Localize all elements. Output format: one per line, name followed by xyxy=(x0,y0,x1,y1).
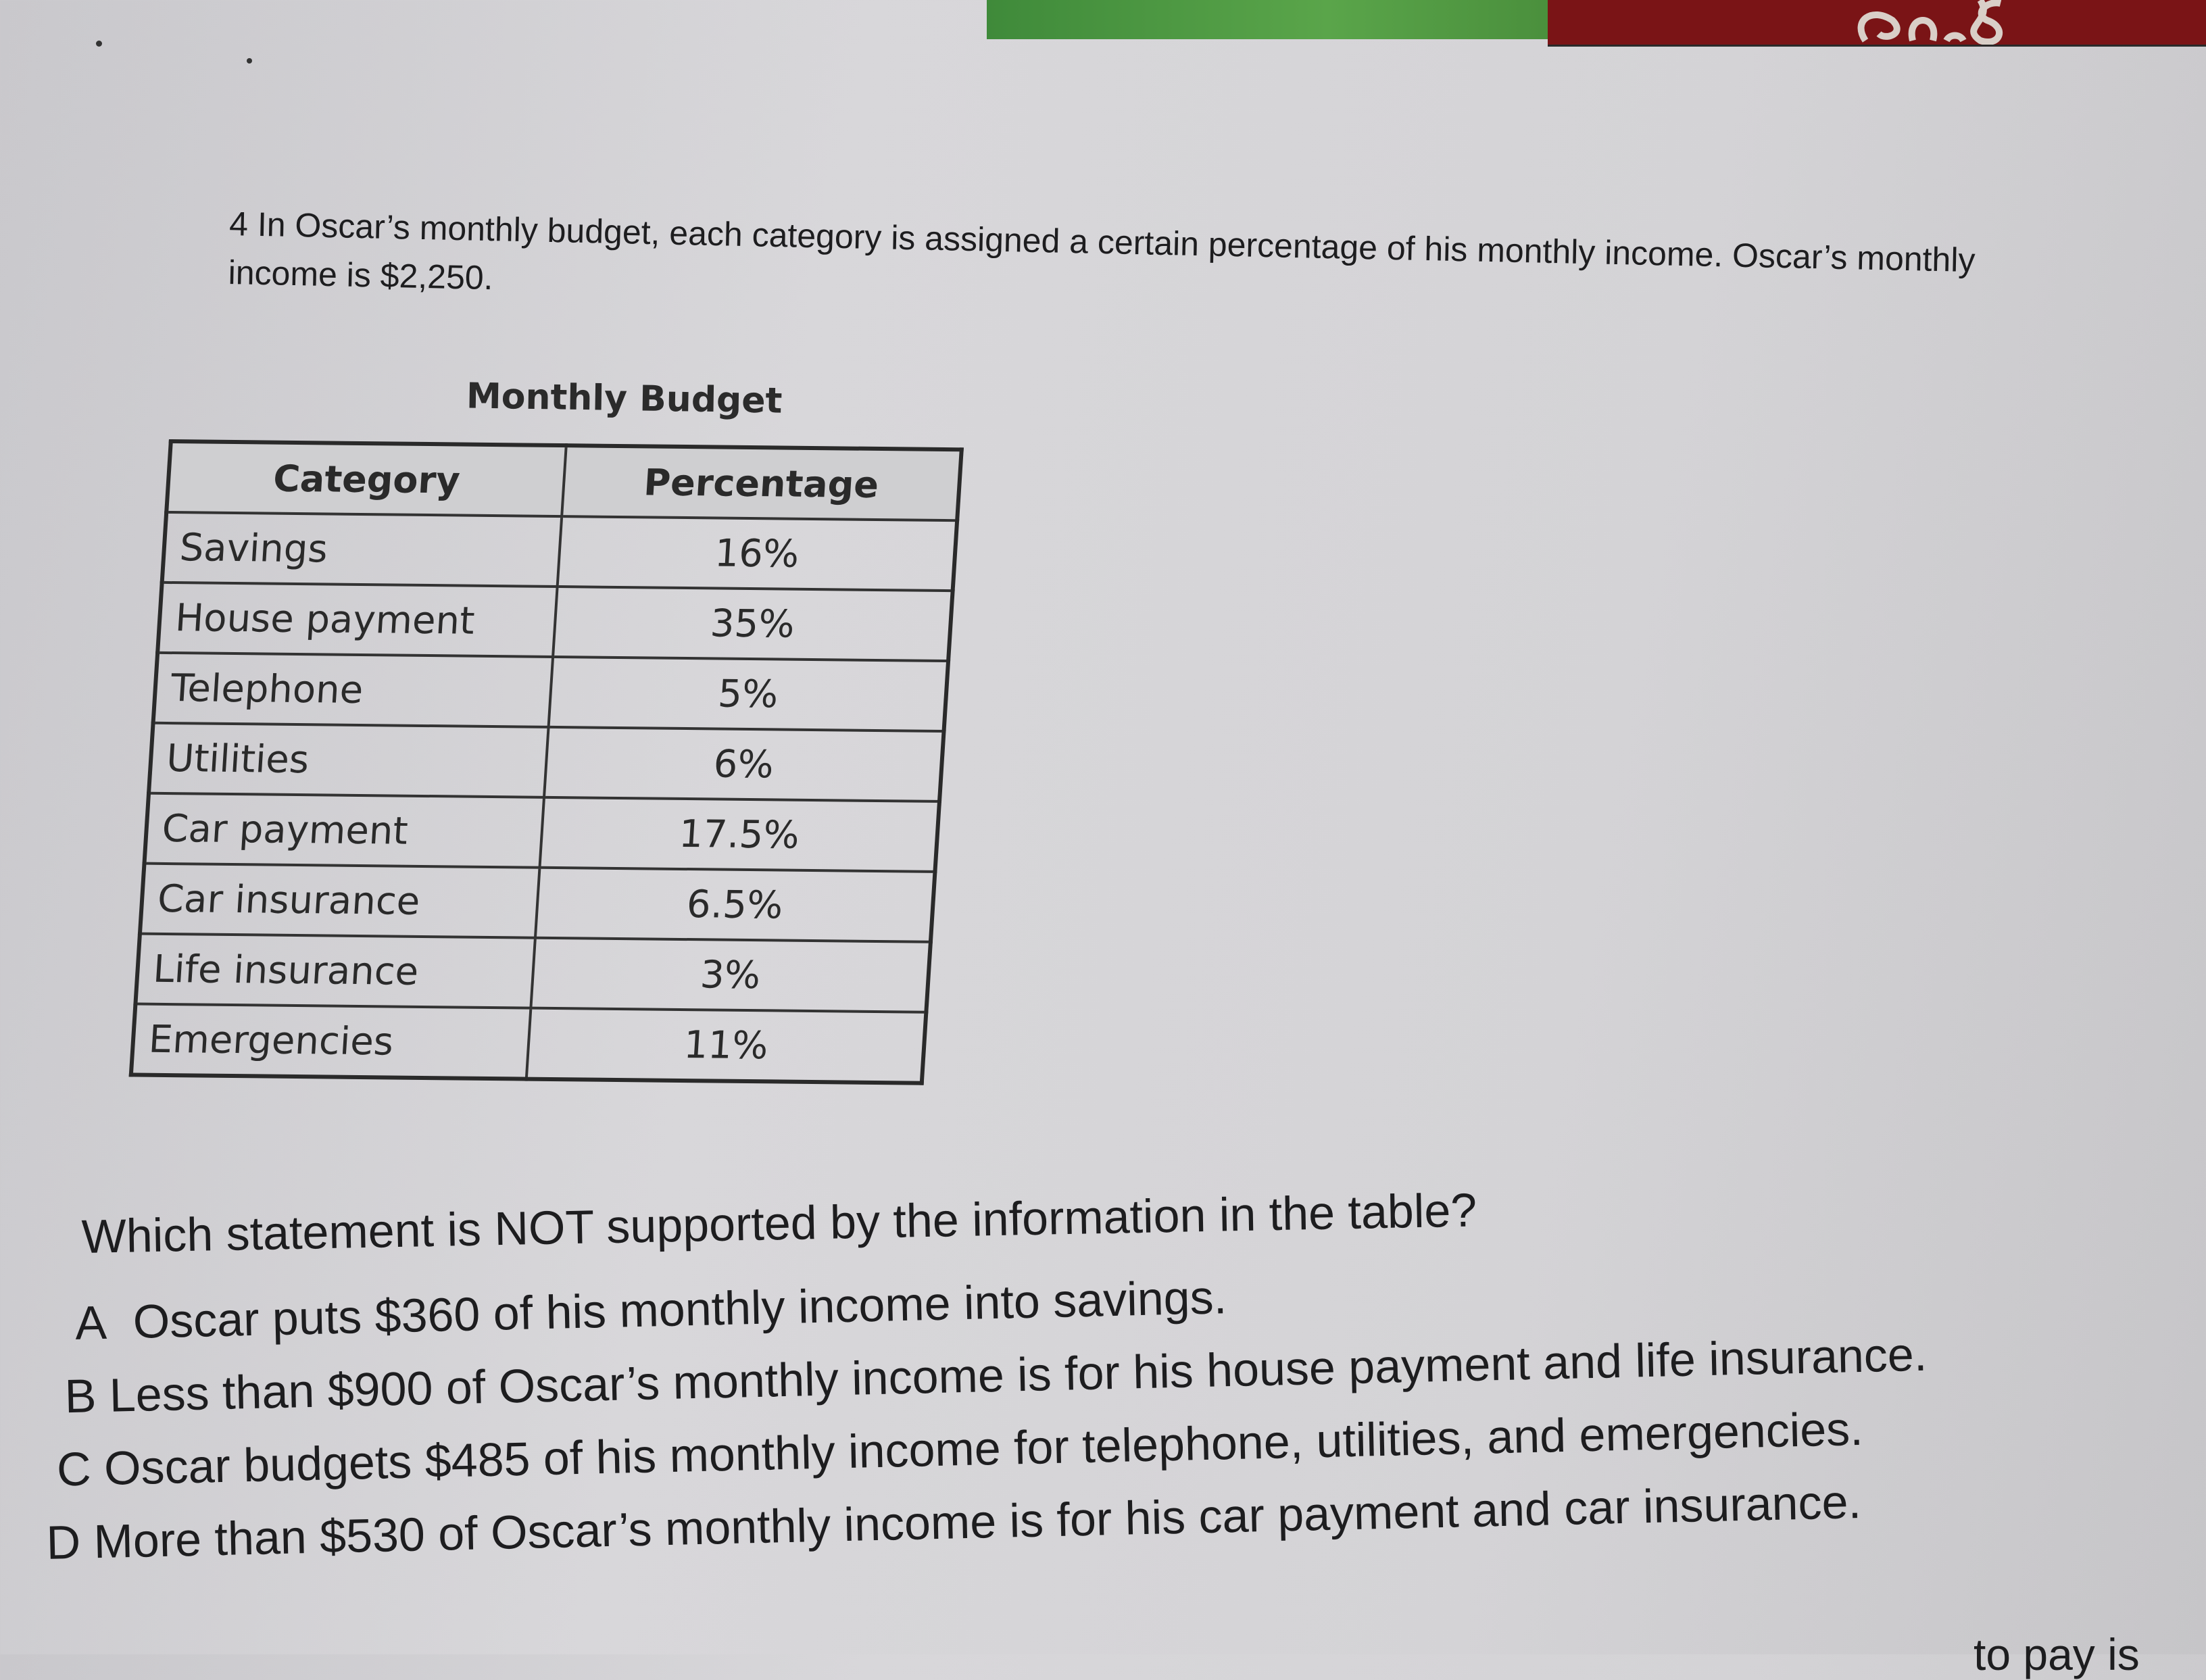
percentage-cell: 5% xyxy=(548,656,949,732)
table-row: Life insurance 3% xyxy=(135,933,931,1012)
percentage-cell: 16% xyxy=(557,516,958,591)
speck xyxy=(96,41,102,47)
header-category: Category xyxy=(166,441,566,517)
percentage-cell: 35% xyxy=(553,587,953,662)
speck xyxy=(247,58,252,64)
percentage-cell: 6.5% xyxy=(535,867,935,942)
choice-letter: B xyxy=(64,1369,97,1423)
category-cell: Car insurance xyxy=(139,863,540,938)
choice-letter: D xyxy=(45,1515,82,1569)
table-row: Emergencies 11% xyxy=(130,1004,927,1083)
percentage-cell: 6% xyxy=(544,726,944,801)
table-title: Monthly Budget xyxy=(466,376,783,422)
percentage-cell: 17.5% xyxy=(539,797,939,872)
table-row: Savings 16% xyxy=(162,512,958,591)
choice-letter: C xyxy=(56,1442,92,1496)
table-row: Telephone 5% xyxy=(153,652,949,732)
table-row: House payment 35% xyxy=(157,582,953,662)
category-cell: Savings xyxy=(162,512,562,587)
background-green-strip xyxy=(987,0,1554,39)
background-red-strip xyxy=(1548,0,2206,47)
problem-statement: 4 In Oscar’s monthly budget, each catego… xyxy=(228,199,2000,334)
table-row: Car insurance 6.5% xyxy=(139,863,935,942)
choice-letter: A xyxy=(74,1295,107,1350)
next-page-partial-text: to pay is xyxy=(1974,1629,2140,1679)
problem-number: 4 xyxy=(228,204,249,243)
answer-choices: A Oscar puts $360 of his monthly income … xyxy=(41,1245,1931,1579)
category-cell: Car payment xyxy=(144,793,545,868)
scribble-drawing xyxy=(1857,0,2003,45)
table-header-row: Category Percentage xyxy=(166,441,962,521)
problem-text: In Oscar’s monthly budget, each category… xyxy=(228,205,1976,297)
category-cell: Emergencies xyxy=(130,1004,531,1079)
category-cell: Life insurance xyxy=(135,933,535,1008)
table-row: Utilities 6% xyxy=(149,722,944,801)
budget-table: Category Percentage Savings 16% House pay… xyxy=(128,439,964,1085)
header-percentage: Percentage xyxy=(562,445,962,521)
category-cell: Utilities xyxy=(149,722,549,797)
percentage-cell: 3% xyxy=(531,937,931,1012)
percentage-cell: 11% xyxy=(526,1008,927,1083)
category-cell: Telephone xyxy=(153,652,554,727)
question-text: Which statement is NOT supported by the … xyxy=(81,1183,1477,1263)
category-cell: House payment xyxy=(157,582,558,657)
table-row: Car payment 17.5% xyxy=(144,793,939,872)
